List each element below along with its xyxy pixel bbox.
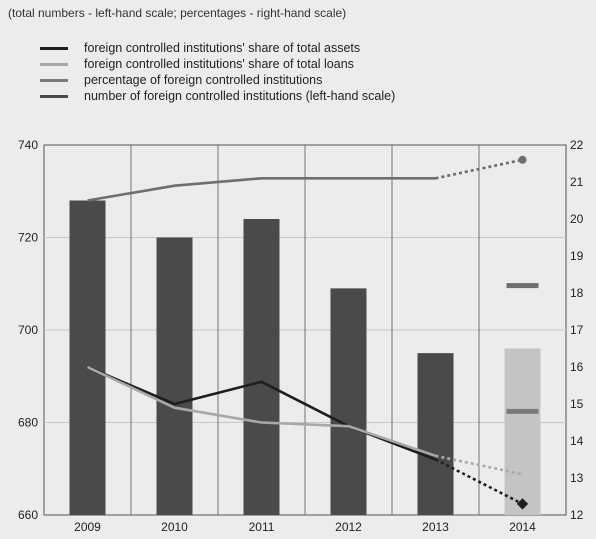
series-dotted-1 [435,454,523,476]
right-tick-label: 15 [570,397,584,411]
bar-2010 [156,237,193,515]
left-tick-label: 740 [18,138,38,152]
right-tick-label: 17 [570,323,584,337]
left-tick-label: 700 [18,323,38,337]
right-tick-label: 22 [570,138,584,152]
legend-swatch-loans [40,62,68,66]
x-tick-label: 2010 [161,520,188,534]
right-tick-label: 18 [570,286,584,300]
legend-item-percentage: percentage of foreign controlled institu… [40,72,395,88]
x-tick-label: 2013 [422,520,449,534]
legend-label-percentage: percentage of foreign controlled institu… [84,73,323,87]
chart-subtitle: (total numbers - left-hand scale; percen… [8,6,347,20]
series-end-marker-2 [518,155,527,164]
legend-label-loans: foreign controlled institutions' share o… [84,57,354,71]
right-tick-label: 21 [570,175,584,189]
legend-item-assets: foreign controlled institutions' share o… [40,40,395,56]
bar-2013 [417,353,454,515]
series-dotted-0 [434,458,524,506]
series-line-1 [86,365,436,458]
series-line-2 [87,177,436,202]
series-end-marker-0 [516,498,529,510]
bar-2011 [243,219,280,515]
x-tick-label: 2014 [509,520,536,534]
right-tick-label: 19 [570,249,584,263]
bar-2009 [69,200,106,515]
left-tick-label: 720 [18,231,38,245]
legend-swatch-percentage [40,78,68,82]
x-tick-label: 2012 [335,520,362,534]
x-tick-label: 2009 [74,520,101,534]
bar-2012 [330,288,367,515]
right-tick-label: 20 [570,212,584,226]
right-tick-label: 16 [570,360,584,374]
legend: foreign controlled institutions' share o… [40,40,395,104]
legend-swatch-number [40,94,68,98]
right-tick-label: 13 [570,471,584,485]
legend-item-number: number of foreign controlled institution… [40,88,395,104]
x-tick-label: 2011 [249,520,275,534]
series-dotted-2 [435,158,523,180]
marker-2014-0 [506,283,539,289]
legend-label-number: number of foreign controlled institution… [84,89,396,103]
legend-label-assets: foreign controlled institutions' share o… [84,41,361,55]
bar-2014 [504,348,541,515]
right-tick-label: 12 [570,508,584,522]
right-tick-label: 14 [570,434,584,448]
left-tick-label: 660 [18,508,38,522]
left-tick-label: 680 [18,416,38,430]
marker-2014-1 [506,408,539,414]
legend-item-loans: foreign controlled institutions' share o… [40,56,395,72]
legend-swatch-assets [40,46,68,50]
